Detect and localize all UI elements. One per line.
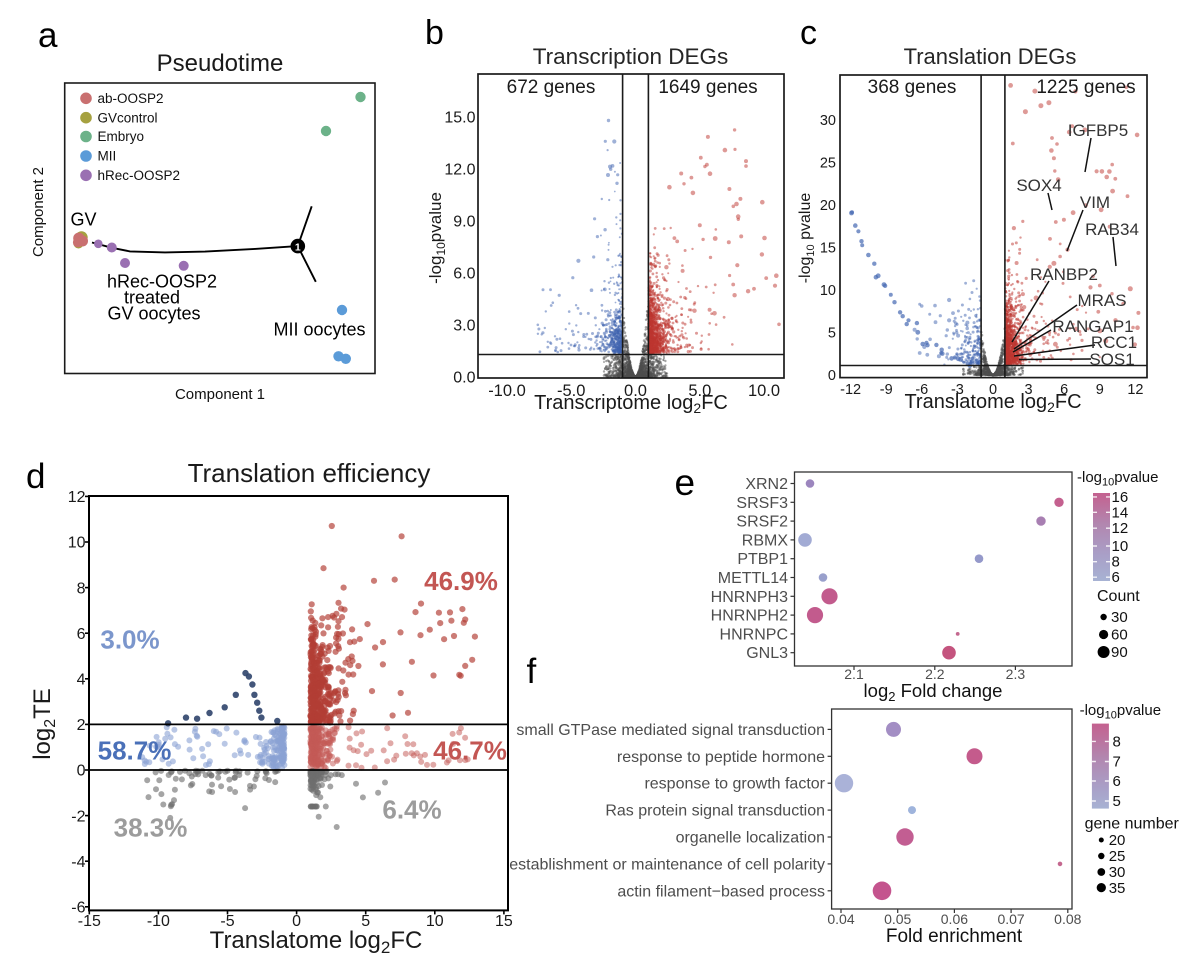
svg-text:Translation DEGs: Translation DEGs	[904, 44, 1077, 69]
svg-text:hRec-OOSP2: hRec-OOSP2	[107, 272, 217, 292]
svg-text:Pseudotime: Pseudotime	[157, 50, 284, 77]
svg-text:Component 2: Component 2	[30, 167, 47, 257]
svg-text:1649 genes: 1649 genes	[658, 77, 757, 98]
svg-text:672 genes: 672 genes	[507, 77, 596, 98]
svg-text:1: 1	[295, 241, 301, 253]
svg-text:Embryo: Embryo	[98, 129, 145, 144]
svg-text:b: b	[425, 14, 444, 52]
svg-text:12.0: 12.0	[444, 162, 475, 179]
svg-text:a: a	[38, 16, 58, 55]
svg-text:GV oocytes: GV oocytes	[107, 303, 200, 323]
svg-text:c: c	[800, 14, 817, 52]
svg-text:6.0: 6.0	[453, 266, 475, 283]
svg-text:-log10pvalue: -log10pvalue	[426, 192, 448, 284]
svg-text:3.0: 3.0	[453, 318, 475, 335]
svg-text:-10.0: -10.0	[488, 382, 526, 400]
svg-text:treated: treated	[124, 287, 180, 307]
svg-text:GVcontrol: GVcontrol	[98, 110, 158, 125]
svg-text:10.0: 10.0	[748, 382, 780, 400]
svg-text:ab-OOSP2: ab-OOSP2	[98, 91, 164, 106]
svg-text:hRec-OOSP2: hRec-OOSP2	[98, 168, 181, 183]
svg-text:15.0: 15.0	[444, 110, 475, 127]
svg-text:9.0: 9.0	[453, 214, 475, 231]
svg-text:Transcription DEGs: Transcription DEGs	[533, 44, 728, 69]
svg-text:Component 1: Component 1	[175, 386, 265, 403]
svg-text:GV: GV	[71, 210, 97, 230]
svg-text:MII oocytes: MII oocytes	[273, 320, 365, 340]
svg-text:0.0: 0.0	[453, 370, 475, 387]
svg-text:MII: MII	[98, 149, 117, 164]
